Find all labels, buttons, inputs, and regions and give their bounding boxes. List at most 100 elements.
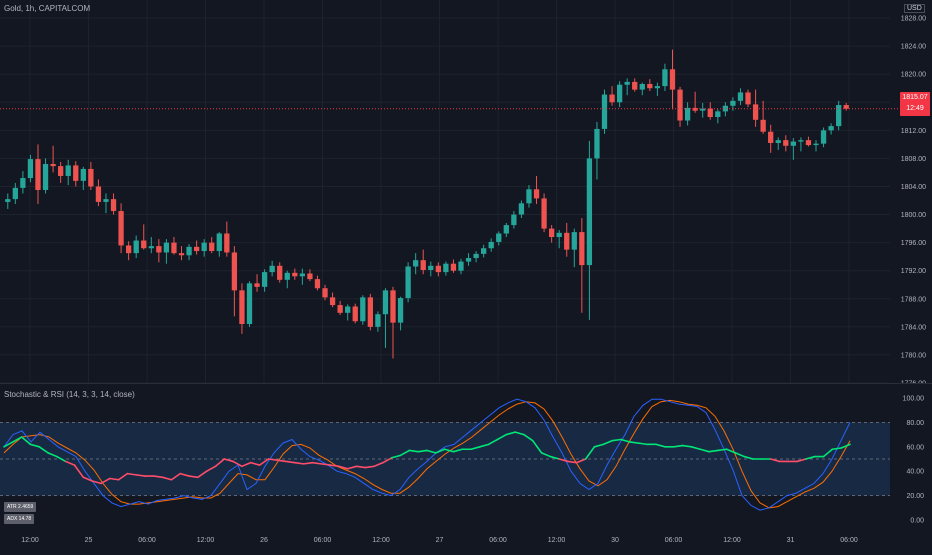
candle-body bbox=[95, 186, 102, 202]
rsi-segment bbox=[161, 476, 173, 481]
rsi-segment bbox=[294, 461, 305, 465]
candle-body bbox=[677, 89, 683, 121]
candle-body bbox=[345, 306, 351, 313]
candle-body bbox=[261, 272, 268, 287]
candle-body bbox=[737, 92, 744, 101]
candle-body bbox=[58, 166, 64, 176]
rsi-segment bbox=[708, 449, 719, 453]
time-tick-label: 27 bbox=[436, 537, 444, 544]
candle bbox=[201, 239, 207, 257]
candle bbox=[428, 261, 434, 277]
rsi-segment bbox=[479, 443, 490, 448]
candle bbox=[337, 300, 343, 315]
candle bbox=[632, 78, 638, 92]
oscillator-pane[interactable]: 100.00 80.00 60.00 40.00 20.00 0.00 Stochasti… bbox=[0, 384, 932, 528]
candle bbox=[616, 81, 623, 108]
rsi-segment bbox=[417, 449, 428, 453]
candle-body bbox=[775, 140, 781, 143]
candle bbox=[20, 171, 26, 194]
candle-body bbox=[556, 232, 562, 238]
rsi-segment bbox=[390, 454, 402, 459]
candle-body bbox=[367, 297, 373, 327]
oscillator-chart[interactable]: 100.00 80.00 60.00 40.00 20.00 0.00 bbox=[0, 384, 932, 528]
candle bbox=[103, 193, 109, 214]
oscillator-legend[interactable]: Stochastic & RSI (14, 3, 3, 14, close) bbox=[4, 390, 135, 399]
candle-body bbox=[715, 111, 721, 117]
stochastic-k-line bbox=[3, 398, 851, 511]
candle-body bbox=[586, 158, 593, 266]
rsi-segment bbox=[320, 463, 331, 466]
candle-body bbox=[103, 199, 109, 202]
time-tick-label: 12:00 bbox=[21, 537, 39, 544]
candle bbox=[752, 89, 759, 127]
candle-body bbox=[813, 143, 819, 146]
symbol-legend[interactable]: Gold, 1h, CAPITALCOM bbox=[4, 4, 91, 13]
candle bbox=[246, 281, 253, 327]
candle-body bbox=[299, 273, 306, 277]
rsi-segment bbox=[796, 458, 807, 463]
candle bbox=[292, 268, 298, 280]
candle bbox=[760, 100, 766, 134]
candle bbox=[564, 222, 570, 257]
candle bbox=[624, 78, 630, 96]
candle bbox=[503, 222, 509, 238]
price-pane[interactable]: 1828.001824.001820.001816.001812.001808.… bbox=[0, 0, 932, 388]
rsi-segment bbox=[267, 458, 278, 462]
time-tick-label: 12:00 bbox=[723, 537, 741, 544]
candle-body bbox=[488, 241, 494, 249]
rsi-segment bbox=[223, 458, 234, 463]
candle-body bbox=[571, 232, 577, 250]
candle bbox=[360, 295, 366, 325]
candle-body bbox=[73, 165, 79, 181]
candle bbox=[307, 269, 313, 282]
candle-body bbox=[314, 279, 321, 289]
candle bbox=[382, 288, 389, 348]
candle bbox=[813, 140, 819, 152]
rsi-segment bbox=[126, 472, 137, 476]
currency-label[interactable]: USD bbox=[904, 4, 925, 13]
time-tick-label: 06:00 bbox=[489, 537, 507, 544]
candle bbox=[715, 109, 721, 124]
rsi-segment bbox=[38, 445, 49, 454]
candlestick-chart[interactable]: 1828.001824.001820.001816.001812.001808.… bbox=[0, 0, 932, 388]
candle-body bbox=[382, 290, 389, 315]
candle-body bbox=[722, 105, 729, 112]
candle-body bbox=[20, 178, 26, 188]
candle bbox=[405, 262, 411, 303]
rsi-segment bbox=[452, 448, 464, 453]
rsi-segment bbox=[232, 460, 243, 468]
rsi-segment bbox=[47, 452, 58, 458]
candle-body bbox=[329, 297, 336, 306]
rsi-segment bbox=[29, 443, 41, 448]
candle-body bbox=[178, 253, 185, 256]
pane-separator[interactable] bbox=[0, 383, 932, 384]
time-axis[interactable]: 12:00 25 06:00 12:00 26 06:00 12:00 27 06:00 12:0… bbox=[0, 528, 932, 550]
candle bbox=[518, 200, 525, 219]
candle bbox=[511, 211, 517, 229]
candle bbox=[836, 100, 842, 131]
candle-body bbox=[730, 100, 736, 106]
candle bbox=[5, 193, 11, 209]
candle-body bbox=[624, 81, 630, 85]
rsi-segment bbox=[205, 465, 217, 472]
candle-body bbox=[405, 266, 411, 299]
candle-body bbox=[5, 199, 11, 202]
candle bbox=[662, 63, 668, 92]
rsi-segment bbox=[549, 455, 560, 460]
candle-body bbox=[601, 94, 608, 129]
rsi-segment bbox=[602, 439, 613, 446]
rsi-segment bbox=[373, 461, 384, 468]
candle bbox=[548, 225, 555, 243]
time-tick-label: 06:00 bbox=[138, 537, 156, 544]
rsi-segment bbox=[523, 433, 534, 442]
candle bbox=[12, 182, 18, 205]
rsi-segment bbox=[408, 449, 419, 453]
candle-body bbox=[292, 272, 298, 277]
rsi-segment bbox=[338, 465, 349, 470]
candle-body bbox=[805, 140, 812, 146]
candle bbox=[473, 251, 479, 263]
candle bbox=[35, 144, 41, 205]
candle bbox=[654, 82, 661, 96]
candle-body bbox=[337, 305, 343, 313]
bar-countdown: 12:49 bbox=[906, 105, 924, 112]
